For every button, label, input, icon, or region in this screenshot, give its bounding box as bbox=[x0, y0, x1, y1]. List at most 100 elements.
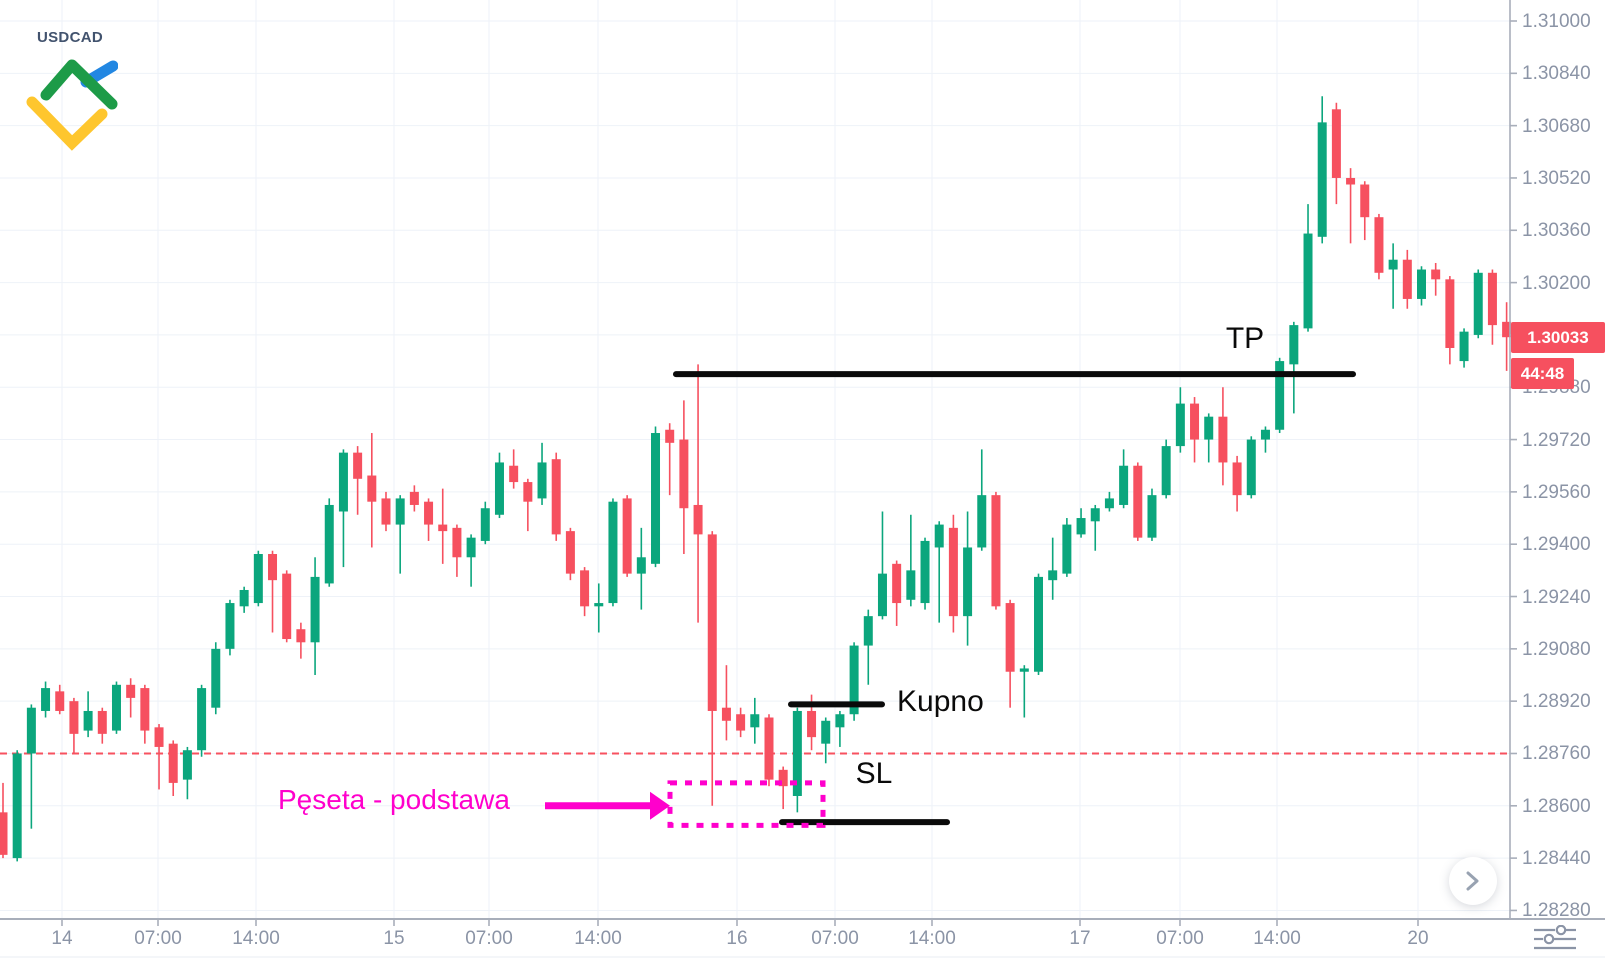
candle-down bbox=[679, 439, 689, 509]
candle-down bbox=[1190, 403, 1200, 440]
candle-up bbox=[792, 710, 802, 796]
price-axis-label: 1.30680 bbox=[1522, 115, 1591, 137]
candle-up bbox=[1388, 259, 1398, 270]
candle-down bbox=[1360, 184, 1370, 218]
scroll-to-latest-button[interactable] bbox=[1449, 857, 1497, 905]
price-axis-label: 1.29080 bbox=[1522, 638, 1591, 660]
candle-down bbox=[55, 691, 65, 711]
price-axis-label: 1.29240 bbox=[1522, 586, 1591, 608]
kupno-label[interactable]: Kupno bbox=[897, 685, 984, 718]
candle-up bbox=[963, 547, 973, 617]
candle-down bbox=[693, 504, 703, 535]
candle-up bbox=[26, 707, 36, 754]
candle-down bbox=[1502, 321, 1512, 338]
candle-down bbox=[409, 491, 419, 505]
candle-down bbox=[1445, 279, 1455, 348]
candle-down bbox=[523, 482, 533, 502]
candle-up bbox=[1019, 668, 1029, 672]
time-axis-label: 16 bbox=[726, 928, 748, 949]
price-axis-label: 1.28760 bbox=[1522, 743, 1591, 765]
price-axis-label: 1.29720 bbox=[1522, 429, 1591, 451]
candle-down bbox=[721, 707, 731, 721]
candle-up bbox=[466, 537, 476, 558]
candle-up bbox=[324, 504, 334, 584]
candle-down bbox=[707, 534, 717, 711]
time-axis-label: 14:00 bbox=[232, 928, 280, 949]
candle-up bbox=[253, 554, 263, 604]
price-axis-label: 1.30360 bbox=[1522, 220, 1591, 242]
pattern-arrow-head[interactable] bbox=[650, 791, 670, 820]
time-axis-label: 07:00 bbox=[134, 928, 182, 949]
candle-up bbox=[310, 576, 320, 643]
candle-down bbox=[764, 717, 774, 780]
candle-down bbox=[948, 527, 958, 617]
candle-up bbox=[225, 603, 235, 649]
candle-up bbox=[1090, 508, 1100, 522]
candle-up bbox=[239, 589, 249, 607]
candle-up bbox=[1289, 325, 1299, 365]
candle-up bbox=[1119, 465, 1129, 505]
candle-up bbox=[608, 501, 618, 604]
candle-down bbox=[807, 710, 817, 738]
candle-down bbox=[551, 459, 561, 535]
candle-up bbox=[1104, 498, 1114, 509]
candle-up bbox=[111, 684, 121, 731]
price-axis-label: 1.29400 bbox=[1522, 534, 1591, 556]
candle-down bbox=[1133, 465, 1143, 538]
chevron-right-icon bbox=[1466, 871, 1479, 891]
tp-label[interactable]: TP bbox=[1225, 322, 1265, 355]
candle-up bbox=[197, 688, 207, 751]
candle-up bbox=[1048, 570, 1058, 581]
candle-down bbox=[452, 527, 462, 558]
candle-up bbox=[1204, 416, 1214, 440]
price-axis-label: 1.30840 bbox=[1522, 63, 1591, 85]
candle-down bbox=[1218, 416, 1228, 463]
candle-up bbox=[494, 462, 504, 515]
candle-up bbox=[1076, 518, 1086, 535]
candle-up bbox=[835, 714, 845, 728]
candle-up bbox=[1303, 233, 1313, 329]
sl-label[interactable]: SL bbox=[855, 757, 893, 790]
time-axis-label: 07:00 bbox=[1156, 928, 1204, 949]
candle-down bbox=[140, 688, 150, 731]
candle-down bbox=[1346, 177, 1356, 185]
candle-up bbox=[1459, 331, 1469, 362]
candle-up bbox=[182, 750, 192, 780]
candle-down bbox=[580, 570, 590, 607]
time-axis-label: 17 bbox=[1069, 928, 1091, 949]
candle-down bbox=[509, 465, 519, 483]
candle-up bbox=[1473, 272, 1483, 335]
candle-up bbox=[12, 753, 22, 859]
candle-up bbox=[877, 573, 887, 617]
candle-down bbox=[0, 812, 8, 855]
time-axis-label: 07:00 bbox=[811, 928, 859, 949]
candle-up bbox=[1175, 403, 1185, 447]
candle-down bbox=[622, 498, 632, 574]
candle-up bbox=[41, 688, 51, 711]
candle-down bbox=[1331, 109, 1341, 178]
price-axis-label: 1.28280 bbox=[1522, 900, 1591, 922]
pattern-highlight-box[interactable] bbox=[667, 780, 826, 828]
liteforex-logo bbox=[26, 59, 118, 151]
settings-sliders-icon[interactable] bbox=[1532, 925, 1578, 955]
price-axis-label: 1.28920 bbox=[1522, 691, 1591, 713]
candle-down bbox=[268, 554, 278, 581]
candle-down bbox=[97, 710, 107, 734]
candle-up bbox=[1260, 429, 1270, 440]
candle-up bbox=[821, 720, 831, 744]
pattern-annotation-label[interactable]: Pęseta - podstawa bbox=[278, 784, 510, 815]
candle-down bbox=[154, 727, 164, 747]
candle-up bbox=[934, 524, 944, 548]
candle-up bbox=[1275, 361, 1285, 430]
candle-down bbox=[296, 629, 306, 643]
price-axis-label: 1.28600 bbox=[1522, 795, 1591, 817]
candle-down bbox=[381, 498, 391, 525]
candle-up bbox=[211, 648, 221, 708]
candle-down bbox=[665, 429, 675, 443]
candle-up bbox=[920, 540, 930, 604]
candle-up bbox=[395, 498, 405, 525]
candle-up bbox=[1417, 269, 1426, 299]
candle-countdown-value: 44:48 bbox=[1520, 363, 1565, 383]
